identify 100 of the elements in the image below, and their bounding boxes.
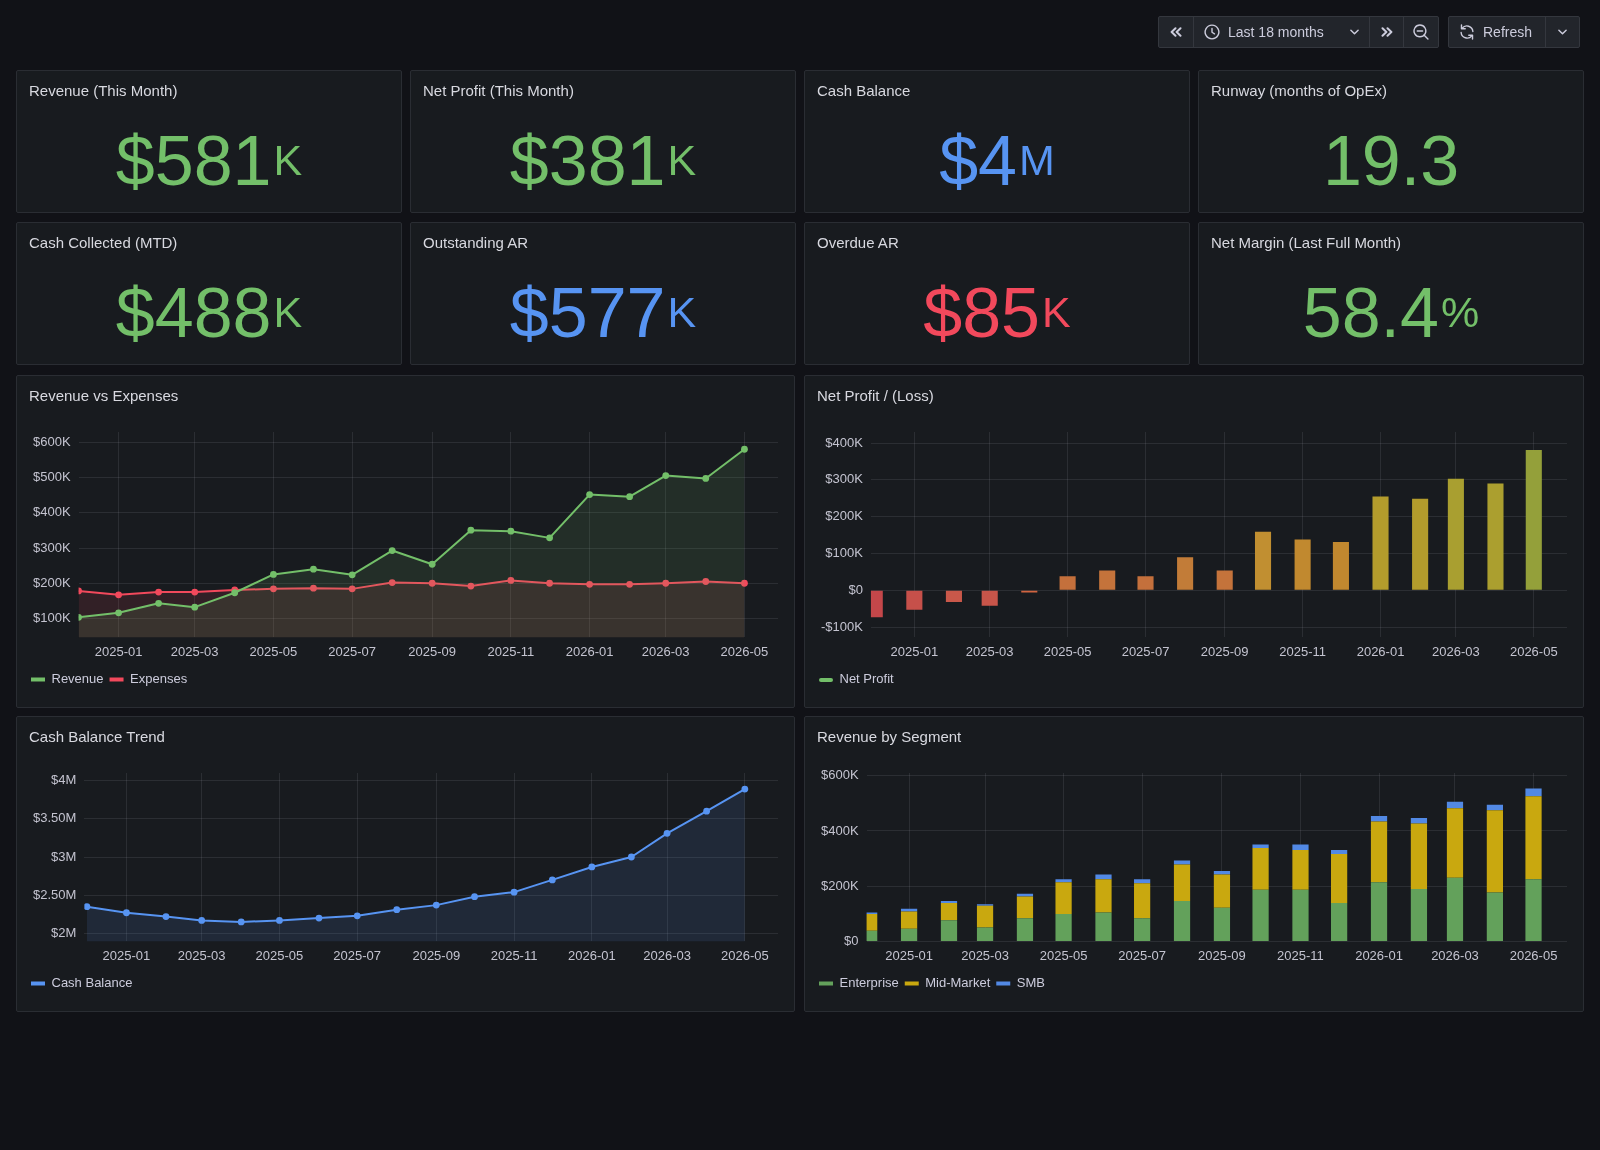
x-tick-label: 2026-01: [567, 947, 616, 963]
point: [388, 579, 396, 586]
point: [626, 493, 633, 501]
x-tick-label: 2025-07: [328, 643, 377, 659]
x-tick-label: 2026-03: [643, 947, 691, 963]
point: [546, 579, 553, 587]
y-tick-label: $400K: [825, 434, 864, 450]
y-tick-label: $200K: [33, 574, 71, 590]
point: [310, 565, 317, 573]
x-tick-label: 2025-07: [333, 947, 382, 963]
bar: [1370, 816, 1388, 822]
bar: [1410, 888, 1428, 941]
point: [115, 591, 122, 599]
point: [310, 584, 317, 592]
bar: [1137, 576, 1154, 590]
point: [315, 914, 323, 922]
y-tick-label: $3M: [51, 848, 77, 864]
point: [84, 903, 91, 911]
point: [548, 876, 556, 884]
point: [155, 599, 162, 607]
bar: [940, 903, 958, 921]
bar: [1292, 889, 1309, 941]
y-tick-label: -$100K: [821, 618, 864, 634]
chart-title: Cash Balance Trend: [29, 728, 165, 745]
point: [510, 888, 518, 896]
bar: [1055, 882, 1072, 915]
point: [353, 912, 361, 920]
x-tick-label: 2026-03: [1432, 643, 1480, 659]
point: [507, 527, 515, 535]
point: [237, 918, 245, 926]
text: $577K: [509, 273, 697, 352]
point: [586, 491, 593, 499]
x-tick-label: 2025-01: [102, 947, 151, 963]
text: Outstanding AR: [423, 234, 529, 251]
point: [467, 582, 475, 590]
x-tick-label: 2025-09: [1198, 947, 1246, 963]
point: [432, 901, 440, 909]
bar: [1447, 478, 1464, 590]
bar: [1525, 788, 1542, 797]
bar: [900, 908, 918, 912]
bar: [1292, 844, 1309, 851]
bar: [1525, 450, 1542, 590]
bar: [1372, 496, 1389, 590]
legend-label: SMB: [1016, 975, 1045, 991]
y-tick-label: $2.50M: [32, 886, 77, 902]
y-tick-label: $600K: [33, 434, 71, 450]
x-tick-label: 2025-11: [487, 643, 535, 659]
bar: [1216, 570, 1233, 590]
text: Net Margin (Last Full Month): [1211, 234, 1402, 251]
y-tick-label: $100K: [33, 609, 71, 625]
text: $4M: [939, 121, 1055, 200]
bar: [1055, 879, 1072, 883]
point: [348, 571, 356, 579]
x-tick-label: 2026-01: [565, 643, 614, 659]
point: [123, 909, 130, 917]
bar: [1446, 808, 1464, 878]
x-tick-label: 2026-01: [1356, 643, 1405, 659]
bar: [1252, 848, 1269, 890]
y-tick-label: $200K: [825, 508, 864, 524]
point: [191, 588, 199, 596]
x-tick-label: 2026-03: [641, 643, 690, 659]
bar: [1099, 570, 1116, 590]
x-tick-label: 2025-05: [249, 643, 298, 659]
y-tick-label: $400K: [33, 504, 71, 520]
text: Runway (months of OpEx): [1211, 82, 1387, 99]
y-tick-label: $500K: [33, 469, 71, 485]
bar: [1486, 810, 1504, 893]
y-tick-label: $2M: [51, 924, 77, 940]
bar: [1410, 818, 1428, 824]
bar: [1134, 879, 1151, 884]
text: Last 18 months: [1228, 24, 1324, 40]
x-tick-label: 2025-05: [1043, 643, 1092, 659]
bar: [1486, 892, 1504, 941]
bar: [1370, 882, 1388, 941]
bar: [1410, 823, 1428, 889]
legend-label: Mid-Market: [925, 975, 991, 991]
point: [270, 585, 277, 593]
y-tick-label: $3.50M: [32, 810, 77, 826]
x-tick-label: 2025-03: [170, 643, 219, 659]
point: [703, 807, 710, 815]
text: Refresh: [1483, 24, 1533, 40]
point: [115, 609, 122, 617]
point: [348, 585, 356, 593]
point: [270, 571, 277, 578]
bar: [1134, 883, 1151, 919]
bar: [1095, 879, 1112, 913]
bar: [1525, 879, 1542, 941]
y-tick-label: $0: [848, 581, 863, 597]
point: [388, 547, 396, 554]
x-tick-label: 2025-09: [408, 643, 457, 659]
chart-title: Net Profit / (Loss): [817, 387, 934, 404]
bar: [1055, 914, 1072, 941]
y-tick-label: $300K: [33, 539, 71, 555]
y-tick-label: $100K: [825, 545, 864, 561]
point: [741, 579, 748, 587]
x-tick-label: 2025-07: [1121, 643, 1170, 659]
bar: [900, 911, 918, 929]
text: Revenue (This Month): [29, 82, 178, 99]
point: [546, 534, 553, 542]
y-tick-label: $400K: [821, 822, 859, 838]
